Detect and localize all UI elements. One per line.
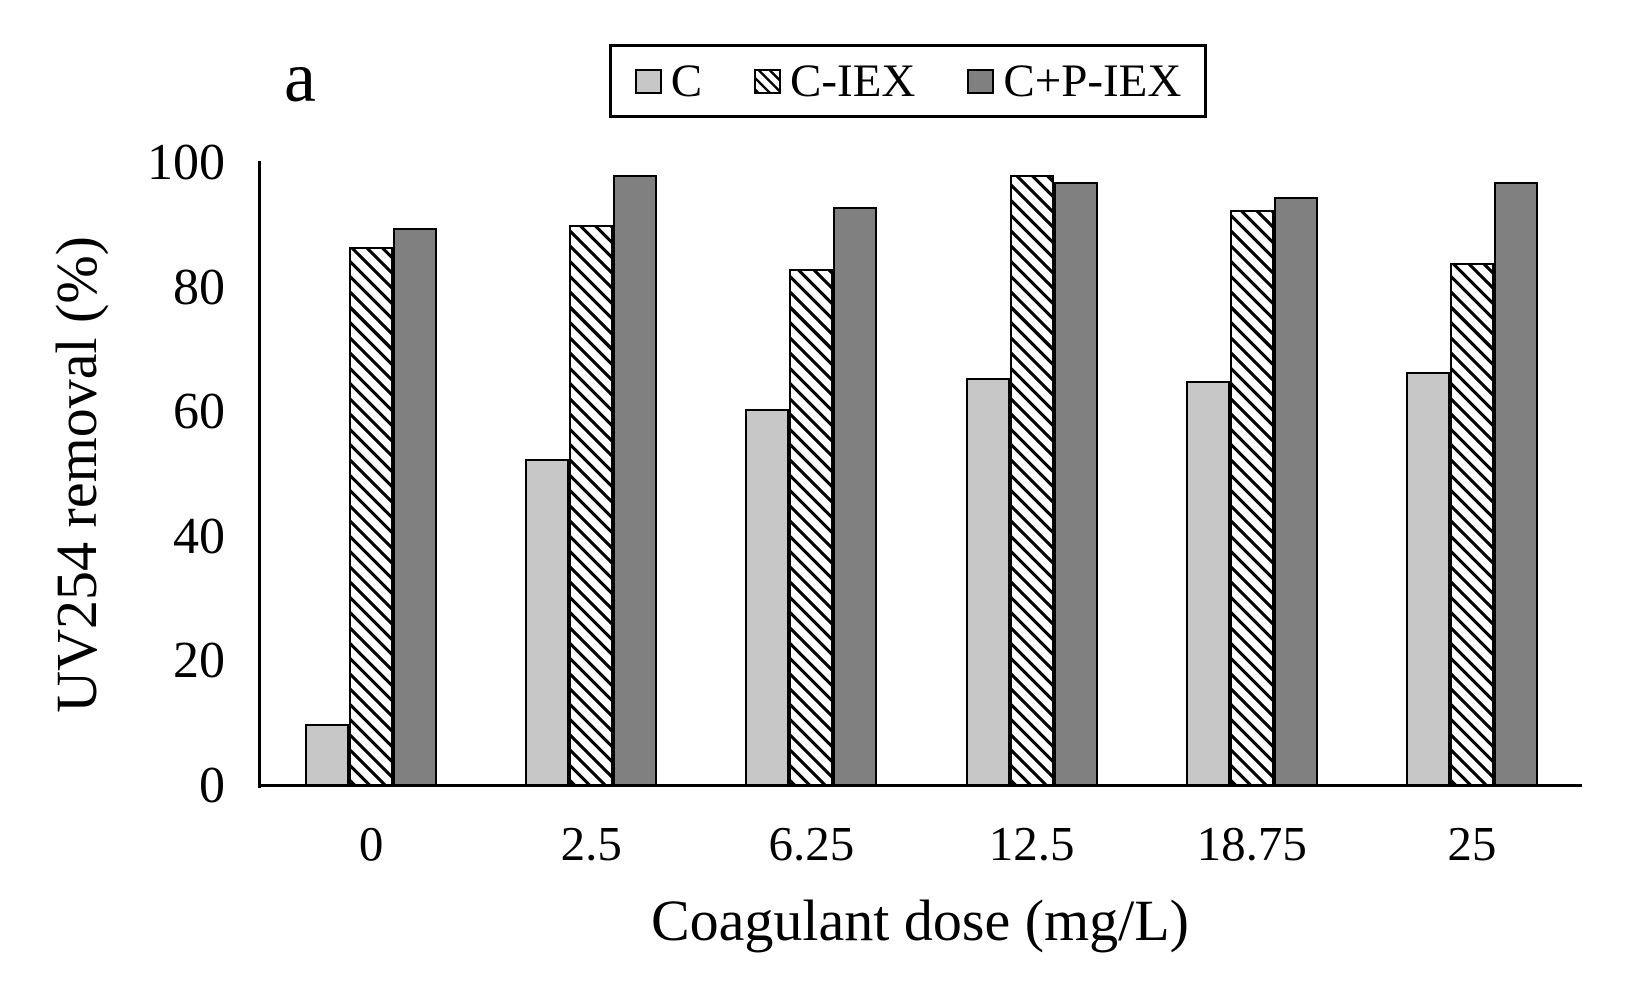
bar-group-dose-12.5 <box>965 175 1098 786</box>
x-axis-title: Coagulant dose (mg/L) <box>650 888 1189 953</box>
panel-label: a <box>284 37 316 117</box>
bar-group-dose-25 <box>1405 181 1538 786</box>
legend-swatch-C <box>634 68 662 94</box>
bar-C-dose-18.75 <box>1185 381 1230 786</box>
bar-C-dose-2.5 <box>525 458 570 786</box>
x-tick-label: 18.75 <box>1196 816 1307 871</box>
bar-C-IEX-dose-25 <box>1449 262 1494 786</box>
bar-group-dose-2.5 <box>525 175 658 786</box>
x-tick-label: 2.5 <box>560 816 622 871</box>
y-axis-title: UV254 removal (%) <box>44 236 109 713</box>
legend: C C-IEX C+P-IEX <box>609 44 1207 118</box>
bar-C+P-IEX-dose-0 <box>393 228 438 786</box>
legend-item-C: C <box>634 54 703 107</box>
bar-C-IEX-dose-12.5 <box>1009 175 1054 786</box>
bar-C-dose-25 <box>1405 371 1450 786</box>
bar-C-dose-12.5 <box>965 377 1010 786</box>
y-axis-title-box: UV254 removal (%) <box>22 163 132 786</box>
x-tick-label: 0 <box>358 816 384 871</box>
y-axis-line <box>258 161 261 788</box>
x-tick-label: 6.25 <box>768 816 855 871</box>
x-tick-label: 25 <box>1447 816 1497 871</box>
bar-C+P-IEX-dose-18.75 <box>1273 197 1318 786</box>
plot-area <box>261 163 1582 786</box>
legend-item-C-IEX: C-IEX <box>754 54 916 107</box>
legend-swatch-C-IEX <box>754 68 782 94</box>
bar-C-dose-0 <box>305 723 350 786</box>
bar-C+P-IEX-dose-25 <box>1493 181 1538 786</box>
bar-C+P-IEX-dose-6.25 <box>833 206 878 786</box>
x-axis-line <box>258 784 1582 787</box>
bar-group-dose-6.25 <box>745 206 878 786</box>
bar-C+P-IEX-dose-12.5 <box>1053 181 1098 786</box>
legend-item-C+P-IEX: C+P-IEX <box>967 54 1182 107</box>
legend-label: C+P-IEX <box>1003 54 1182 107</box>
bar-C-IEX-dose-18.75 <box>1229 209 1274 786</box>
bar-group-dose-0 <box>305 228 438 786</box>
legend-label: C <box>670 54 703 107</box>
bar-C+P-IEX-dose-2.5 <box>613 175 658 786</box>
legend-label: C-IEX <box>790 54 916 107</box>
bar-C-IEX-dose-0 <box>349 247 394 786</box>
bar-C-IEX-dose-6.25 <box>789 268 834 786</box>
bar-C-IEX-dose-2.5 <box>569 225 614 786</box>
legend-swatch-C+P-IEX <box>967 68 995 94</box>
bar-group-dose-18.75 <box>1185 197 1318 786</box>
bar-C-dose-6.25 <box>745 409 790 786</box>
x-tick-label: 12.5 <box>988 816 1075 871</box>
